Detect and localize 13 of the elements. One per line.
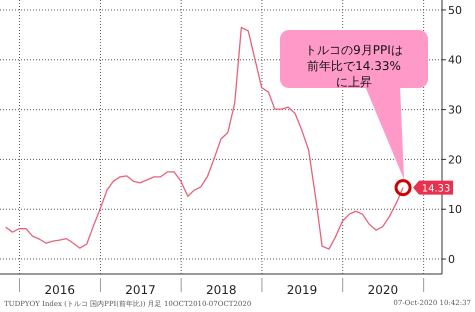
y-tick-label: 30 bbox=[448, 104, 462, 117]
x-tick-label: 2019 bbox=[286, 283, 318, 297]
data-label: 14.33 bbox=[422, 184, 450, 195]
x-tick-label: 2020 bbox=[368, 283, 398, 297]
y-tick-label: 40 bbox=[448, 54, 462, 67]
y-tick-label: 10 bbox=[448, 203, 462, 216]
y-tick-label: 0 bbox=[448, 252, 455, 266]
y-tick-label: 50 bbox=[448, 4, 462, 17]
x-tick-label: 2016 bbox=[44, 283, 76, 297]
x-tick-label: 2017 bbox=[125, 283, 156, 297]
annotation: トルコの9月PPIは前年比で14.33%に上昇 bbox=[305, 43, 403, 89]
y-tick-label: 20 bbox=[448, 153, 462, 166]
x-tick-label: 2018 bbox=[206, 283, 236, 297]
